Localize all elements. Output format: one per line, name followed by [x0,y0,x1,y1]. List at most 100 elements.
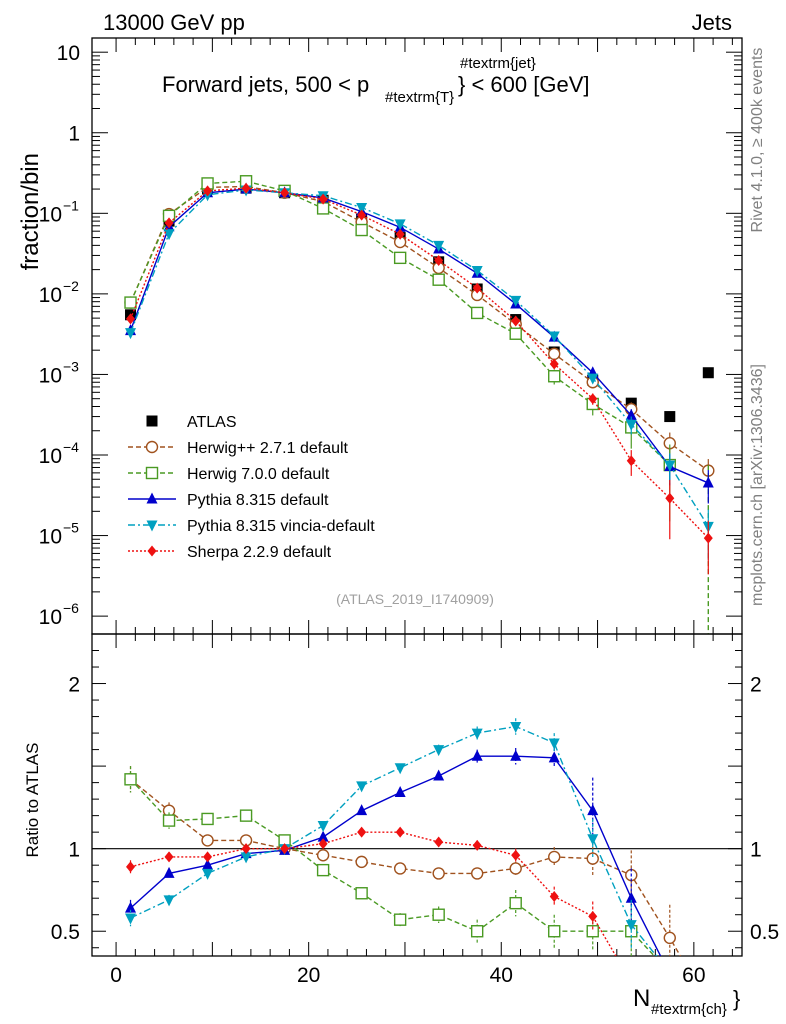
ratio-y-tick-label-right: 2 [750,674,762,697]
ratio-point [124,773,137,786]
ratio-point [394,763,406,775]
legend-label: Sherpa 2.2.9 default [187,544,332,561]
main-y-tick-exponent: −2 [63,278,79,294]
main-y-tick-label: 10 [39,284,62,307]
ratio-point [240,852,252,864]
main-point [511,315,521,327]
main-y-tick-label: 10 [39,606,62,629]
ratio-point [548,850,561,864]
ratio-y-tick-label-left: 0.5 [51,921,80,944]
main-point [471,266,483,278]
watermark: (ATLAS_2019_I1740909) [336,591,494,607]
main-point [395,228,405,240]
mcplots-label: mcplots.cern.ch [arXiv:1306.3436] [749,364,766,606]
ratio-point [164,851,174,863]
main-point [203,185,213,197]
legend-label: ATLAS [187,414,237,431]
legend-marker [146,415,158,427]
ratio-point [509,862,522,875]
rivet-label: Rivet 4.1.0, ≥ 400k events [749,48,766,233]
legend: ATLAS Herwig++ 2.7.1 default Herwig 7.0.0 … [128,414,375,561]
legend-label: Herwig++ 2.7.1 default [187,440,349,457]
main-y-tick-exponent: −4 [63,439,79,455]
ratio-series-0 [124,766,682,956]
ratio-point [471,749,483,761]
main-point [433,240,445,252]
ratio-point [125,913,137,925]
main-point [625,408,637,420]
ratio-point [663,931,676,945]
main-y-tick-label: 10 [39,203,62,226]
legend-marker [146,492,158,504]
ratio-point [395,826,405,838]
legend-label: Pythia 8.315 vincia-default [187,518,375,535]
main-title-end: } < 600 [GeV] [458,72,589,97]
ratio-point [203,851,213,863]
main-y-axis-label: fraction/bin [17,153,44,270]
ratio-point [433,745,445,757]
ratio-series-line [130,725,658,956]
main-point [549,358,559,370]
ratio-point [393,862,407,875]
ratio-series-line [130,755,662,956]
ratio-point [239,809,253,822]
main-point [355,223,368,237]
main-point [472,282,482,294]
ratio-y-tick-label-left: 1 [68,839,80,862]
ratio-point [201,834,214,847]
ratio-series-line [130,778,682,956]
main-series-line [129,189,709,527]
ratio-point [510,721,522,733]
ratio-series-line [130,831,617,956]
ratio-point [472,839,482,851]
legend-label: Herwig 7.0.0 default [187,466,330,483]
main-series-line [129,185,709,472]
main-point [470,306,484,320]
main-point [126,313,136,325]
ratio-point [355,887,368,900]
legend-entry: Pythia 8.315 vincia-default [128,518,375,535]
main-point [702,367,714,379]
legend-marker [145,440,159,454]
main-y-tick-exponent: −3 [63,358,79,374]
ratio-y-tick-label-right: 0.5 [750,921,779,944]
main-point [356,203,368,215]
legend-entry: Pythia 8.315 default [128,492,329,509]
ratio-point [357,826,367,838]
main-series-line [129,188,709,484]
ratio-x-tick-label: 60 [682,964,705,987]
ratio-point [393,913,407,926]
ratio-point [126,861,136,873]
main-title-text: Forward jets, 500 < p [162,72,369,97]
ratio-point [588,910,598,922]
legend-label: Pythia 8.315 default [187,492,329,509]
main-point [625,419,637,431]
ratio-frame [91,633,743,957]
ratio-panel: 0 20 40 60 0.5 0.5 1 1 2 2 Ratio to ATLAS N #text… [23,633,779,1018]
ratio-point [471,728,483,740]
legend-marker [146,520,158,532]
main-y-tick-label: 1 [68,123,80,146]
legend-entry: Herwig 7.0.0 default [128,466,330,483]
main-point [664,411,676,423]
header-left: 13000 GeV pp [103,10,245,35]
main-series [124,175,715,634]
ratio-point [548,925,561,938]
main-y-tick-label: 10 [57,42,80,65]
main-title-sup: #textrm{jet} [460,55,536,72]
main-point [164,217,174,229]
main-point [432,273,445,286]
main-series-4 [125,185,714,560]
main-series-2 [124,175,709,634]
ratio-point [548,738,560,750]
main-y-tick-label: 10 [39,445,62,468]
main-point [510,295,522,307]
main-point [163,229,175,241]
main-point [124,296,137,309]
ratio-point [548,751,560,763]
ratio-point [394,786,406,798]
legend-entry: Sherpa 2.2.9 default [128,544,332,561]
ratio-series-3 [125,718,658,956]
ratio-point [162,814,176,827]
main-point [318,193,328,205]
